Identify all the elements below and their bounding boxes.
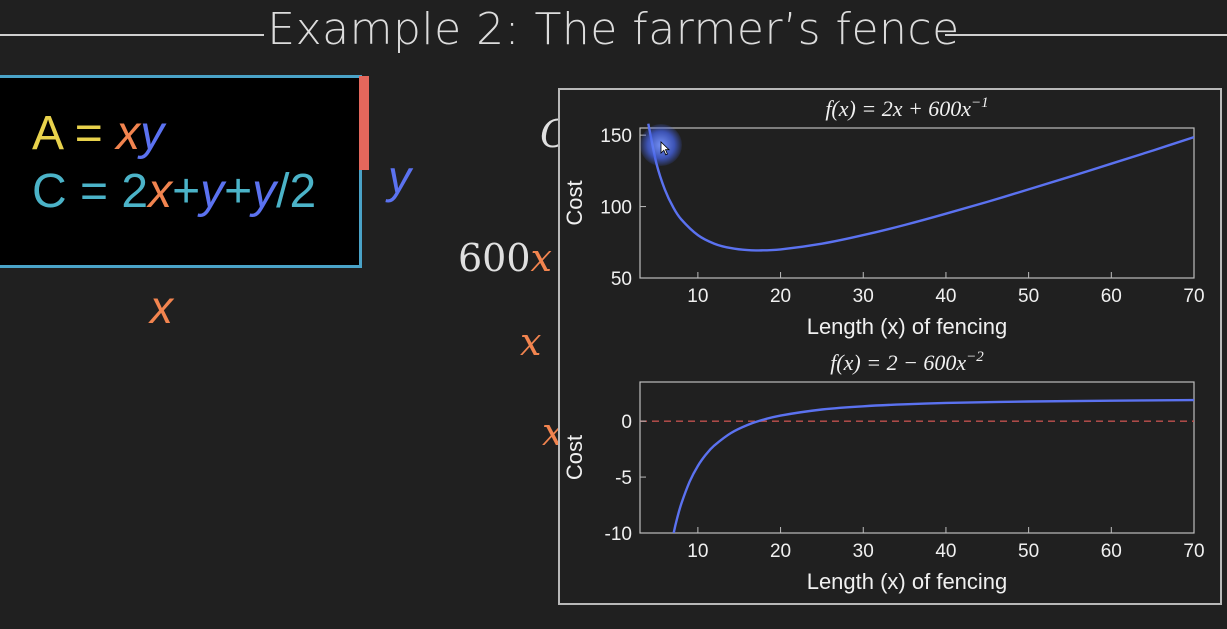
- chart-2: f(x) = 2 − 600x−2 10 20 30 40 50 60 70 0 -5 -10 Len…: [562, 349, 1205, 594]
- plot-panel: f(x) = 2x + 600x−1 10 20 30 40 50 60 70 50 100 150…: [558, 88, 1222, 605]
- chart-2-ylabel: Cost: [562, 435, 587, 480]
- partial-600x-fragment: 600x: [458, 236, 552, 280]
- area-lhs: A: [32, 107, 62, 160]
- title-rule-left: [0, 34, 264, 36]
- slide-title: Example 2: The farmer’s fence: [267, 4, 960, 55]
- x-tick-label: 50: [1018, 541, 1039, 562]
- cost-x-var: x: [148, 165, 173, 218]
- chart-2-title: f(x) = 2 − 600x−2: [830, 349, 984, 375]
- cost-y-var-1: y: [200, 165, 225, 218]
- plots-svg: f(x) = 2x + 600x−110 20 30 40 50 60 7050100150…: [562, 95, 1205, 594]
- chart-1-title: f(x) = 2x + 600x−1: [825, 95, 988, 121]
- partial-600-text: 600: [458, 236, 531, 280]
- chart-2-xlabel: Length (x) of fencing: [807, 569, 1008, 594]
- title-rule-right: [945, 34, 1227, 36]
- area-y-var: y: [140, 107, 165, 160]
- cost-equals: = 2: [66, 165, 149, 218]
- x-tick-label: 20: [770, 286, 791, 307]
- y-tick-label: 50: [611, 269, 632, 290]
- cost-tail: /2: [276, 165, 317, 218]
- side-x-label: x: [150, 281, 173, 333]
- x-tick-label: 10: [687, 286, 708, 307]
- chart-1-series-1-line: [647, 123, 1194, 252]
- chart-1-xlabel: Length (x) of fencing: [807, 314, 1008, 339]
- area-equation: A = xy: [32, 106, 164, 161]
- x-tick-label: 30: [853, 541, 874, 562]
- x-tick-label: 30: [853, 286, 874, 307]
- partial-x-fragment-1: x: [520, 320, 542, 364]
- area-equals: =: [61, 107, 117, 160]
- y-tick-label: 150: [600, 126, 632, 147]
- chart-1-ylabel: Cost: [562, 180, 587, 225]
- x-tick-label: 60: [1101, 286, 1122, 307]
- y-tick-label: 100: [600, 198, 632, 219]
- pointer-cursor-icon: [660, 141, 670, 156]
- x-tick-label: 40: [935, 286, 956, 307]
- y-tick-label: 0: [621, 412, 632, 433]
- chart-2-series-1-line: [672, 398, 1194, 533]
- x-tick-label: 50: [1018, 286, 1039, 307]
- y-tick-label: -10: [605, 524, 632, 545]
- cost-lhs: C: [32, 165, 67, 218]
- cost-plus-2: +: [224, 165, 253, 218]
- chart-1-frame: [639, 127, 1195, 279]
- chart-1: f(x) = 2x + 600x−1 10 20 30 40 50 60 70 50 100 150…: [562, 95, 1205, 339]
- chart-2-frame: [639, 381, 1195, 534]
- partial-600-x-text: x: [530, 236, 552, 280]
- x-tick-label: 20: [770, 541, 791, 562]
- y-tick-label: -5: [615, 468, 632, 489]
- x-tick-label: 70: [1183, 541, 1204, 562]
- x-tick-label: 10: [687, 541, 708, 562]
- equation-box: [0, 75, 362, 268]
- area-x-var: x: [116, 107, 141, 160]
- fence-side-bar: [359, 76, 369, 170]
- side-y-label: y: [388, 151, 411, 203]
- cost-plus-1: +: [172, 165, 201, 218]
- cost-y-var-2: y: [252, 165, 277, 218]
- cost-equation: C = 2x+y+y/2: [32, 164, 316, 219]
- x-tick-label: 70: [1183, 286, 1204, 307]
- x-tick-label: 60: [1101, 541, 1122, 562]
- x-tick-label: 40: [935, 541, 956, 562]
